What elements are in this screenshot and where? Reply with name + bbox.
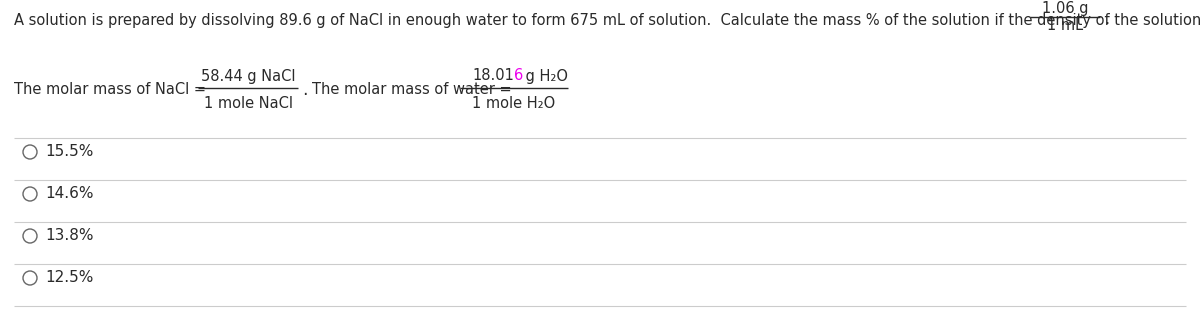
Text: .: . [302, 81, 307, 99]
Text: The molar mass of NaCl =: The molar mass of NaCl = [14, 82, 206, 97]
Text: 1 mole NaCl: 1 mole NaCl [204, 96, 293, 112]
Text: 1 mole H₂O: 1 mole H₂O [473, 96, 556, 112]
Text: 1.06 g: 1.06 g [1042, 2, 1088, 16]
Text: 18.01: 18.01 [472, 69, 514, 83]
Text: g H₂O: g H₂O [521, 69, 568, 83]
Text: 6: 6 [514, 69, 523, 83]
Text: 15.5%: 15.5% [46, 145, 94, 159]
Text: The molar mass of water =: The molar mass of water = [312, 82, 511, 97]
Text: 12.5%: 12.5% [46, 271, 94, 285]
Text: 14.6%: 14.6% [46, 186, 94, 202]
Text: 13.8%: 13.8% [46, 228, 94, 244]
Text: 58.44 g NaCl: 58.44 g NaCl [200, 69, 295, 83]
Text: 1 mL: 1 mL [1046, 17, 1084, 32]
Text: A solution is prepared by dissolving 89.6 g of NaCl in enough water to form 675 : A solution is prepared by dissolving 89.… [14, 13, 1200, 27]
Text: .: . [1104, 12, 1109, 26]
